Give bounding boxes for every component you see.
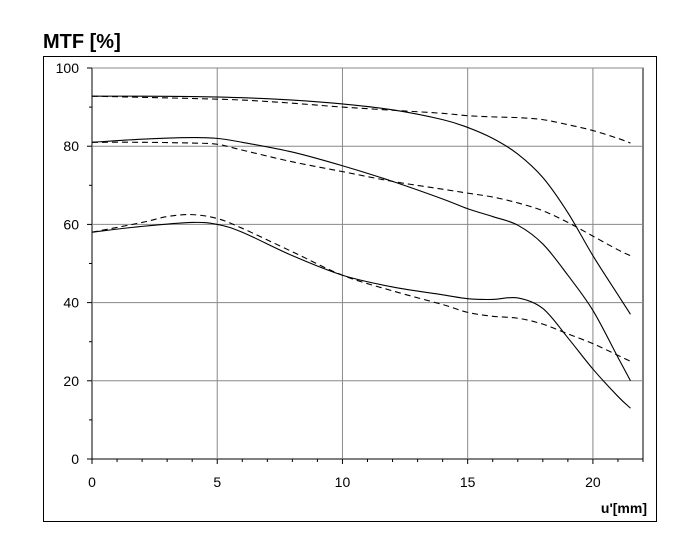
plot-frame	[43, 56, 657, 522]
x-tick-label: 5	[213, 474, 221, 490]
chart-title: MTF [%]	[43, 31, 121, 53]
x-tick-label: 15	[460, 474, 476, 490]
y-tick-label: 100	[56, 60, 80, 76]
x-tick-label: 10	[335, 474, 351, 490]
y-tick-label: 40	[63, 295, 79, 311]
y-tick-label: 20	[63, 373, 79, 389]
plot-area	[91, 67, 644, 460]
series-line-5-solid	[91, 221, 631, 409]
series-line-6-dashed	[91, 214, 631, 362]
y-tick-label: 80	[63, 138, 79, 154]
series-line-4-dashed	[91, 141, 631, 257]
series-line-3-solid	[91, 137, 631, 382]
y-tick-label: 0	[71, 451, 79, 467]
x-axis-label: u'[mm]	[601, 500, 647, 516]
x-tick-label: 0	[88, 474, 96, 490]
y-tick-label: 60	[63, 216, 79, 232]
x-tick-label: 20	[585, 474, 601, 490]
series-line-1-solid	[91, 95, 631, 315]
series-line-2-dashed	[91, 95, 631, 144]
